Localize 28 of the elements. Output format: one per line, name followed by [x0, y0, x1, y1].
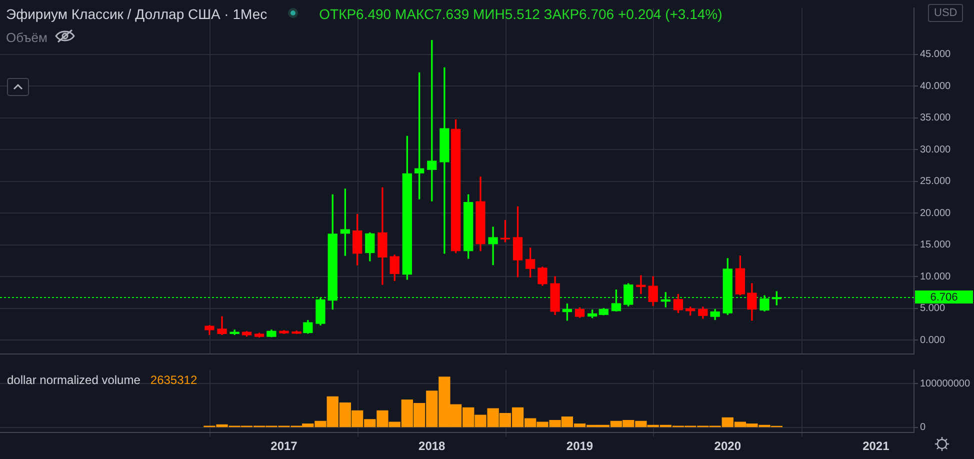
x-tick-label: 2018 — [418, 439, 446, 454]
text: USD — [928, 4, 964, 22]
y-tick-label: 5.000 — [920, 303, 946, 314]
y-tick-label: 100000000 — [920, 378, 970, 390]
candlestick — [378, 187, 388, 285]
annotation: 2635312 — [150, 373, 198, 387]
y-tick-label: 25.000 — [920, 176, 952, 188]
candlestick — [636, 275, 646, 294]
y-tick-label: 45.000 — [920, 49, 952, 60]
x-tick-label: 2017 — [270, 439, 298, 454]
y-tick-label: 0 — [920, 422, 926, 434]
y-tick-label: 35.000 — [920, 112, 952, 124]
annotation: Объём — [6, 30, 48, 45]
y-tick-label: 40.000 — [920, 80, 952, 92]
candlestick — [440, 67, 450, 254]
x-tick-label: 2021 — [862, 439, 890, 454]
y-tick-label: 30.000 — [920, 144, 952, 156]
x-tick-label: 2019 — [566, 439, 594, 454]
y-tick-label: 10.000 — [920, 271, 952, 282]
y-tick-label: 15.000 — [920, 240, 952, 251]
candlestick — [488, 226, 498, 266]
chart-title: Эфириум Классик / Доллар США · 1Мес — [6, 6, 268, 22]
ref-line-label: 6.706 — [930, 291, 958, 304]
y-tick-label: 0.000 — [920, 334, 946, 346]
chart-title: dollar normalized volume — [7, 373, 140, 387]
y-tick-label: 20.000 — [920, 208, 952, 219]
x-tick-label: 2020 — [714, 439, 742, 454]
annotation: ОТКР6.490 МАКС7.639 МИН5.512 ЗАКР6.706 +0.204 (+3.14%) — [319, 6, 722, 22]
